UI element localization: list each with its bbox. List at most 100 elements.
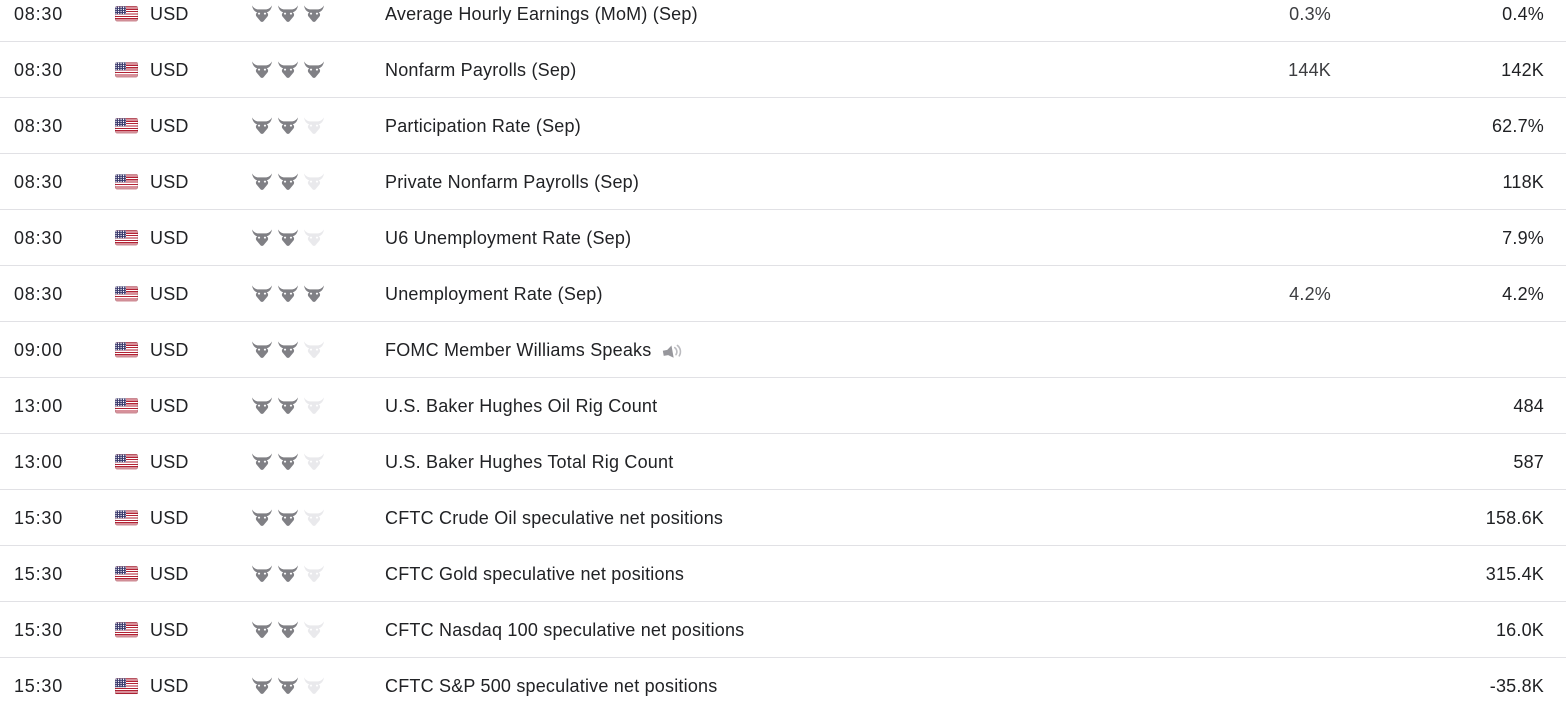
- table-row[interactable]: 15:30 USD CFTC S&P 500 speculative net p…: [0, 658, 1566, 714]
- flag-canton: [115, 453, 126, 463]
- flag-canton: [115, 509, 126, 519]
- previous-value: 118K: [1502, 171, 1544, 192]
- bull-icon: [251, 117, 273, 135]
- us-flag-icon: [115, 678, 138, 694]
- table-row[interactable]: 13:00 USD U.S. Baker Hughes Total Rig Co…: [0, 434, 1566, 490]
- event-name[interactable]: U.S. Baker Hughes Oil Rig Count: [385, 395, 658, 416]
- event-time: 08:30: [14, 115, 64, 136]
- us-flag-icon: [115, 61, 138, 78]
- currency-label: USD: [150, 619, 189, 640]
- event-name[interactable]: CFTC Crude Oil speculative net positions: [385, 507, 724, 528]
- table-row[interactable]: 08:30 USD Participation Rate (Sep) 62.7%: [0, 98, 1566, 154]
- event-cell: U6 Unemployment Rate (Sep): [385, 229, 631, 247]
- flag-canton: [115, 117, 126, 127]
- event-cell: Participation Rate (Sep): [385, 117, 581, 135]
- table-row[interactable]: 13:00 USD U.S. Baker Hughes Oil Rig Coun…: [0, 378, 1566, 434]
- event-name[interactable]: CFTC Nasdaq 100 speculative net position…: [385, 619, 745, 640]
- event-time: 08:30: [14, 283, 64, 304]
- event-cell: Private Nonfarm Payrolls (Sep): [385, 173, 639, 191]
- bull-icon: [303, 677, 325, 695]
- importance-bulls: [251, 5, 325, 23]
- bull-icon: [303, 565, 325, 583]
- bull-icon: [251, 453, 273, 471]
- table-row[interactable]: 08:30 USD Average Hourly Earnings (MoM) …: [0, 0, 1566, 42]
- currency-label: USD: [150, 676, 189, 696]
- previous-value: -35.8K: [1489, 676, 1544, 696]
- bull-icon: [303, 173, 325, 191]
- bull-icon: [251, 61, 273, 79]
- event-cell: Average Hourly Earnings (MoM) (Sep): [385, 5, 698, 23]
- currency-label: USD: [150, 507, 189, 528]
- event-time: 09:00: [14, 339, 64, 360]
- currency-label: USD: [150, 227, 189, 248]
- currency-label: USD: [150, 395, 189, 416]
- bull-icon: [303, 509, 325, 527]
- event-name[interactable]: U.S. Baker Hughes Total Rig Count: [385, 451, 674, 472]
- bull-icon: [277, 173, 299, 191]
- event-time: 13:00: [14, 395, 64, 416]
- importance-bulls: [251, 229, 325, 247]
- event-name[interactable]: CFTC Gold speculative net positions: [385, 563, 685, 584]
- table-row[interactable]: 08:30 USD Unemployment Rate (Sep) 4.2% 4…: [0, 266, 1566, 322]
- previous-value: 7.9%: [1502, 227, 1544, 248]
- event-name[interactable]: Participation Rate (Sep): [385, 115, 581, 136]
- event-time: 08:30: [14, 3, 64, 24]
- importance-bulls: [251, 677, 325, 695]
- forecast-value: 0.3%: [1289, 3, 1331, 24]
- event-name[interactable]: FOMC Member Williams Speaks: [385, 339, 652, 360]
- table-row[interactable]: 15:30 USD CFTC Nasdaq 100 speculative ne…: [0, 602, 1566, 658]
- importance-bulls: [251, 61, 325, 79]
- importance-bulls: [251, 173, 325, 191]
- event-name[interactable]: CFTC S&P 500 speculative net positions: [385, 676, 718, 696]
- importance-bulls: [251, 621, 325, 639]
- currency-label: USD: [150, 59, 189, 80]
- table-row[interactable]: 15:30 USD CFTC Crude Oil speculative net…: [0, 490, 1566, 546]
- event-time: 08:30: [14, 59, 64, 80]
- previous-value: 142K: [1501, 59, 1544, 80]
- previous-value: 4.2%: [1502, 283, 1544, 304]
- event-time: 08:30: [14, 227, 64, 248]
- importance-bulls: [251, 565, 325, 583]
- importance-bulls: [251, 509, 325, 527]
- table-row[interactable]: 15:30 USD CFTC Gold speculative net posi…: [0, 546, 1566, 602]
- currency-label: USD: [150, 115, 189, 136]
- us-flag-icon: [115, 285, 138, 302]
- flag-canton: [115, 229, 126, 239]
- currency-label: USD: [150, 339, 189, 360]
- forecast-value: 4.2%: [1289, 283, 1331, 304]
- bull-icon: [277, 61, 299, 79]
- importance-bulls: [251, 453, 325, 471]
- currency-label: USD: [150, 171, 189, 192]
- importance-bulls: [251, 117, 325, 135]
- currency-label: USD: [150, 563, 189, 584]
- previous-value: 587: [1513, 451, 1544, 472]
- table-row[interactable]: 08:30 USD U6 Unemployment Rate (Sep) 7.9…: [0, 210, 1566, 266]
- table-row[interactable]: 08:30 USD Nonfarm Payrolls (Sep) 144K 14…: [0, 42, 1566, 98]
- us-flag-icon: [115, 5, 138, 22]
- bull-icon: [303, 285, 325, 303]
- event-name[interactable]: Average Hourly Earnings (MoM) (Sep): [385, 3, 698, 24]
- bull-icon: [303, 117, 325, 135]
- bull-icon: [277, 677, 299, 695]
- bull-icon: [251, 509, 273, 527]
- event-cell: Unemployment Rate (Sep): [385, 285, 603, 303]
- flag-canton: [115, 341, 126, 351]
- bull-icon: [251, 397, 273, 415]
- event-name[interactable]: Nonfarm Payrolls (Sep): [385, 59, 577, 80]
- event-name[interactable]: U6 Unemployment Rate (Sep): [385, 227, 632, 248]
- event-name[interactable]: Unemployment Rate (Sep): [385, 283, 603, 304]
- forecast-value: 144K: [1288, 59, 1331, 80]
- bull-icon: [277, 5, 299, 23]
- currency-label: USD: [150, 451, 189, 472]
- event-cell: CFTC Nasdaq 100 speculative net position…: [385, 621, 744, 639]
- previous-value: 484: [1513, 395, 1544, 416]
- event-name[interactable]: Private Nonfarm Payrolls (Sep): [385, 171, 640, 192]
- table-row[interactable]: 09:00 USD FOMC Member Williams Speaks: [0, 322, 1566, 378]
- bull-icon: [303, 5, 325, 23]
- previous-value: 158.6K: [1485, 507, 1544, 528]
- bull-icon: [277, 117, 299, 135]
- table-row[interactable]: 08:30 USD Private Nonfarm Payrolls (Sep)…: [0, 154, 1566, 210]
- flag-canton: [115, 678, 126, 687]
- bull-icon: [251, 5, 273, 23]
